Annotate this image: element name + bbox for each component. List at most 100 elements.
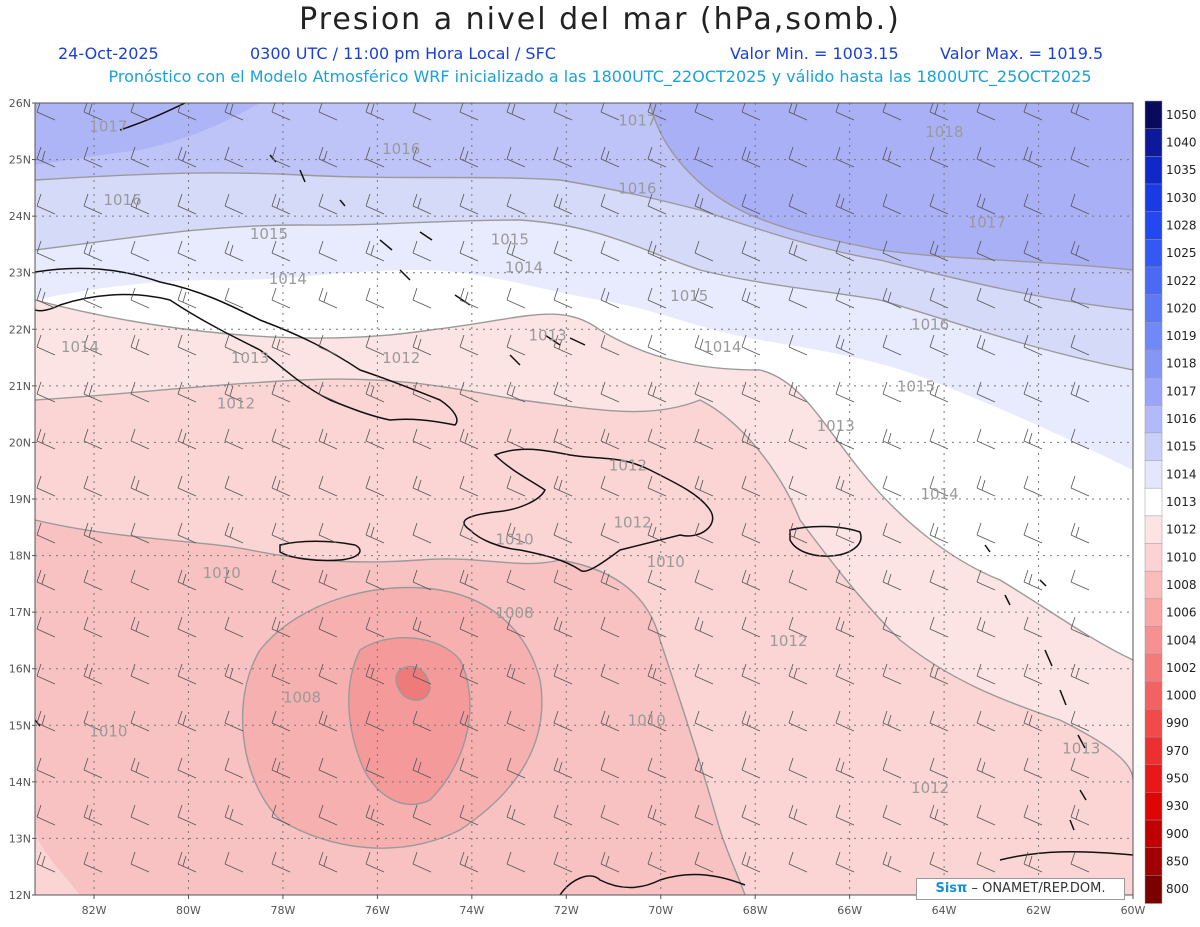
wind-barb	[600, 103, 620, 121]
wind-barb	[929, 475, 949, 497]
wind-barb	[835, 146, 855, 168]
colorbar-swatch	[1144, 321, 1163, 351]
wind-barb	[83, 710, 103, 732]
wind-barb	[271, 334, 291, 356]
lon-label: 66W	[837, 904, 862, 917]
wind-barb	[929, 522, 949, 544]
wind-barb	[224, 146, 244, 168]
wind-barb	[36, 804, 56, 826]
wind-barb	[741, 663, 761, 685]
wind-barb	[694, 851, 714, 873]
wind-barb	[130, 522, 150, 544]
wind-barb	[130, 240, 150, 262]
colorbar-label: 1019	[1166, 329, 1197, 343]
wind-barb	[177, 428, 197, 450]
wind-barb	[365, 146, 385, 168]
wind-barb	[882, 569, 902, 591]
wind-barb	[600, 146, 620, 168]
wind-barb	[1070, 146, 1090, 168]
wind-barb	[365, 616, 385, 638]
wind-barb	[647, 710, 667, 732]
wind-barb	[365, 804, 385, 826]
wind-barb	[835, 804, 855, 826]
wind-barb	[271, 851, 291, 873]
wind-barb	[1070, 663, 1090, 685]
colorbar-label: 970	[1166, 744, 1189, 758]
wind-barb	[694, 569, 714, 591]
wind-barb	[553, 522, 573, 544]
lat-label: 17N	[9, 606, 31, 619]
wind-barb	[412, 287, 432, 309]
wind-barb	[83, 287, 103, 309]
wind-barb	[459, 103, 479, 121]
contour-label: 1017	[89, 117, 127, 135]
wind-barb	[600, 334, 620, 356]
coastlines	[35, 103, 1133, 895]
wind-barb	[882, 103, 902, 121]
wind-barb	[788, 240, 808, 262]
contour-label: 1010	[89, 723, 127, 741]
wind-barb	[506, 851, 526, 873]
wind-barb	[1070, 334, 1090, 356]
wind-barb	[506, 710, 526, 732]
wind-barb	[788, 616, 808, 638]
colorbar-label: 950	[1166, 772, 1189, 786]
wind-barb	[929, 569, 949, 591]
wind-barb	[694, 710, 714, 732]
wind-barb	[224, 334, 244, 356]
wind-barb	[412, 381, 432, 403]
contour-label: 1013	[817, 417, 855, 435]
wind-barb	[741, 569, 761, 591]
wind-barb	[1070, 522, 1090, 544]
wind-barb	[1023, 710, 1043, 732]
colorbar-label: 1017	[1166, 384, 1197, 398]
wind-barb	[130, 663, 150, 685]
wind-barb	[130, 146, 150, 168]
wind-barb	[835, 334, 855, 356]
contour-label: 1014	[61, 338, 99, 356]
colorbar-swatch	[1144, 239, 1163, 268]
wind-barb	[130, 757, 150, 779]
wind-barb	[788, 851, 808, 873]
wind-barb	[83, 475, 103, 497]
wind-barb	[553, 569, 573, 591]
valid-date: 24-Oct-2025	[58, 44, 159, 63]
colorbar-swatch	[1144, 681, 1163, 711]
colorbar-label: 1022	[1166, 274, 1197, 288]
wind-barb	[177, 287, 197, 309]
valid-time: 0300 UTC / 11:00 pm Hora Local / SFC	[250, 44, 556, 63]
wind-barb	[741, 757, 761, 779]
wind-barb	[83, 804, 103, 826]
colorbar-swatch	[1144, 570, 1163, 600]
wind-barb	[1023, 851, 1043, 873]
wind-barb	[412, 240, 432, 262]
wind-barb	[553, 710, 573, 732]
wind-barb	[130, 287, 150, 309]
colorbar-label: 1028	[1166, 218, 1197, 232]
wind-barb	[929, 287, 949, 309]
wind-barb	[929, 381, 949, 403]
contour-label: 1008	[495, 604, 533, 622]
wind-barb	[271, 381, 291, 403]
lat-label: 14N	[9, 776, 31, 789]
wind-barb	[412, 569, 432, 591]
wind-barb	[1023, 334, 1043, 356]
wind-barb	[459, 569, 479, 591]
wind-barb	[976, 569, 996, 591]
contour-label: 1012	[614, 513, 652, 531]
wind-barb	[224, 381, 244, 403]
wind-barb	[788, 804, 808, 826]
lon-label: 64W	[932, 904, 957, 917]
wind-barb	[318, 663, 338, 685]
latitude-labels: 26N 25N 24N 23N 22N 21N 20N 19N 18N 17N 16N 15N 14N 1…	[9, 97, 35, 902]
wind-barb	[130, 103, 150, 121]
colorbar-swatch	[1144, 377, 1163, 406]
wind-barb	[882, 804, 902, 826]
wind-barb	[1070, 287, 1090, 309]
wind-barb	[224, 804, 244, 826]
wind-barb	[553, 663, 573, 685]
lon-label: 82W	[82, 904, 107, 917]
wind-barb	[224, 193, 244, 215]
contour-label: 1012	[382, 349, 420, 367]
wind-barbs	[36, 103, 1090, 873]
